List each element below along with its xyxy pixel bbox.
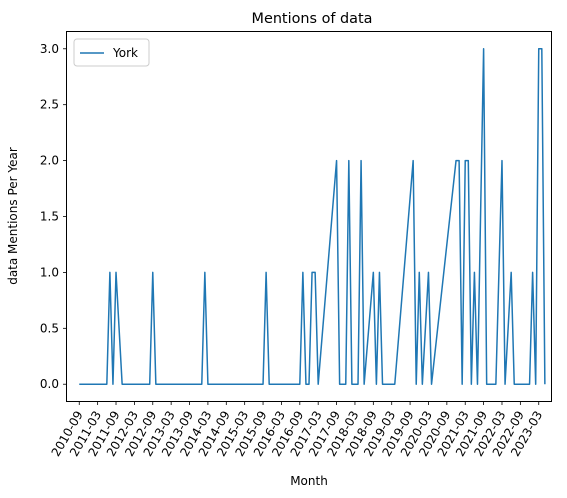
y-axis: 0.0 0.5 1.0 1.5 2.0 2.5 3.0 [40,42,67,391]
legend-entry: York [112,46,138,60]
y-tick-label: 0.0 [40,377,59,391]
legend: York [73,38,150,67]
y-tick-label: 3.0 [40,42,59,56]
y-tick-label: 0.5 [40,321,59,335]
y-tick-label: 1.5 [40,210,59,224]
y-tick-label: 2.0 [40,154,59,168]
legend-box [73,38,150,67]
series-line [79,48,546,385]
y-tick-label: 2.5 [40,98,59,112]
y-axis-label: data Mentions Per Year [6,147,20,285]
y-tick-label: 1.0 [40,265,59,279]
chart-title: Mentions of data [252,11,373,27]
x-axis-label: Month [290,474,328,488]
x-axis: 2010-092011-032011-092012-032012-092013-… [49,401,545,459]
plot-area [79,48,546,385]
